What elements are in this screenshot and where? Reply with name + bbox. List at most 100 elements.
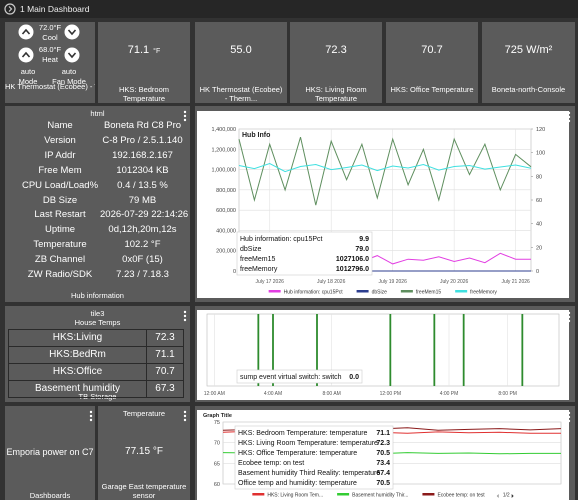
tile-value-row: 725 W/m² (482, 44, 575, 56)
tile-label: HKS: Bedroom Temperature (118, 85, 170, 103)
value-tile[interactable]: 72.3 HKS: Living Room Temperature (290, 22, 382, 103)
chart-title: Hub Info (242, 132, 270, 139)
menu-icon[interactable] (4, 3, 16, 15)
heat-down[interactable] (64, 47, 80, 63)
tile-menu[interactable] (567, 111, 571, 123)
fan-mode-label: Fan Mode (52, 77, 86, 86)
event-bar (272, 314, 274, 386)
tile-value: 725 W/m² (504, 44, 553, 56)
value-tile[interactable]: 70.7 HKS: Office Temperature (386, 22, 478, 103)
cool-up[interactable] (18, 24, 34, 40)
legend-label: HKS: Living Room Tem... (267, 493, 323, 499)
event-bar (316, 314, 318, 386)
tile-label: Boneta-north-Console (491, 85, 566, 94)
y2-tick-label: 100 (536, 151, 545, 157)
value-tile[interactable]: 725 W/m² Boneta-north-Console (482, 22, 575, 103)
temps-chart-tile[interactable]: 60 65 70 75 Graph Title HKS: Living Room Tem.… (195, 406, 575, 500)
hub-info-tile[interactable]: html Hub information Name Boneta Rd C8 Pr… (5, 106, 190, 302)
legend-page: 1/2 (503, 493, 510, 499)
tile-value-row: 71.1 °F (98, 44, 190, 56)
row-label: Free Mem (38, 164, 82, 176)
menu-dot (567, 315, 571, 319)
row-label: HKS:Office (8, 363, 147, 381)
legend-prev (496, 494, 499, 498)
y2-tick-label: 40 (536, 222, 542, 228)
x-tick-label: 4:00 PM (440, 391, 459, 397)
tooltip-value: 0.0 (349, 374, 359, 381)
row-value: 7.23 / 7.18.3 (116, 269, 169, 280)
row-value: 192.168.2.167 (112, 149, 173, 161)
row-label: IP Addr (44, 149, 76, 161)
event-bar (521, 314, 524, 386)
chart-title: Graph Title (203, 413, 232, 419)
row-label: ZW Radio/SDK (27, 269, 93, 280)
tile-menu[interactable] (567, 311, 571, 323)
y-tick-label: 1,400,000 (212, 127, 236, 133)
row-label: Version (44, 134, 76, 146)
house-temps-tile[interactable]: tile3 House Temps TB Storage HKS:Living 7… (5, 306, 190, 402)
menu-dot (183, 118, 187, 122)
heat-up[interactable] (18, 47, 34, 63)
legend-swatch (422, 493, 435, 496)
menu-dot (89, 410, 93, 414)
value-tile[interactable]: 71.1 °F HKS: Bedroom Temperature (98, 22, 190, 103)
tile-footer: Dashboards (29, 491, 71, 500)
tile-value-row: 72.3 (290, 44, 382, 56)
fan-mode-value[interactable]: auto (61, 67, 77, 76)
legend-swatch (356, 290, 369, 293)
tile-value: 71.1 (127, 44, 150, 56)
tooltip-label: HKS: Living Room Temperature: temperatur… (238, 440, 378, 447)
menu-dot (183, 310, 187, 314)
mode-value[interactable]: auto (20, 67, 36, 76)
row-label: Basement humidity (8, 380, 147, 398)
emporia-tile[interactable]: Emporia power on C7 Dashboards (5, 406, 95, 500)
menu-dot (567, 419, 571, 423)
tile-label: HK Thermostat (Ecobee) - Therm... (199, 85, 283, 103)
legend-label: dbSize (372, 290, 388, 296)
tile-menu[interactable] (89, 410, 93, 422)
event-bar (257, 314, 260, 386)
legend-swatch (337, 493, 350, 496)
sump-chart-tile[interactable]: 12:00 AM 4:00 AM 8:00 AM 12:00 PM 4:00 PM 8:0… (195, 306, 575, 402)
x-tick-label: 4:00 AM (264, 391, 282, 397)
tile-value: 77.15 °F (125, 446, 163, 457)
y-tick-label: 200,000 (216, 249, 236, 255)
tile-label: HKS: Office Temperature (390, 85, 474, 94)
tile-header: Temperature (122, 409, 166, 418)
y-tick-label: 65 (214, 461, 220, 467)
row-label: HKS:Living (8, 329, 147, 347)
tooltip-label: Basement humidity Third Reality: tempera… (238, 470, 380, 477)
tile-label: Garage East temperature sensor (101, 482, 187, 500)
row-value: C-8 Pro / 2.5.1.140 (102, 134, 183, 146)
mode-label: Mode (18, 77, 38, 86)
menu-dot (183, 414, 187, 418)
tooltip-label: Ecobee temp: on test (238, 460, 304, 467)
tile-menu[interactable] (183, 310, 187, 322)
tile-footer: Hub information (71, 291, 124, 300)
menu-dot (183, 410, 187, 414)
menu-dot (183, 114, 187, 118)
row-value: 2026-07-29 22:14:26 (100, 209, 189, 221)
tooltip-value: 71.1 (376, 430, 390, 437)
tile-menu[interactable] (567, 411, 571, 423)
value-tile[interactable]: 55.0 HK Thermostat (Ecobee) - Therm... (195, 22, 287, 103)
legend-swatch (252, 493, 265, 496)
row-label: HKS:BedRm (8, 346, 147, 364)
hub-chart-tile[interactable]: 0 200,000 400,000 600,000 800,000 1,000,000 1,… (195, 106, 575, 302)
x-tick-label: 12:00 AM (204, 391, 225, 397)
menu-dot (183, 314, 187, 318)
tile-menu[interactable] (183, 110, 187, 122)
dashboard-title: 1 Main Dashboard (20, 4, 90, 14)
y-tick-label: 1,200,000 (212, 147, 236, 153)
cool-down[interactable] (64, 24, 80, 40)
tooltip-value: 72.3 (376, 440, 390, 447)
garage-tile[interactable]: Temperature 77.15 °F Garage East tempera… (98, 406, 190, 500)
legend-swatch (268, 290, 281, 293)
thermostat-tile[interactable]: 72.0°F Cool 68.0°F Heat auto auto Mode F… (5, 22, 95, 103)
chart: 0 200,000 400,000 600,000 800,000 1,000,000 1,… (212, 127, 546, 296)
row-value: Boneta Rd C8 Pro (103, 120, 182, 131)
tile-menu[interactable] (183, 410, 187, 422)
row-value: 71.1 (146, 346, 184, 364)
y2-tick-label: 80 (536, 174, 542, 180)
